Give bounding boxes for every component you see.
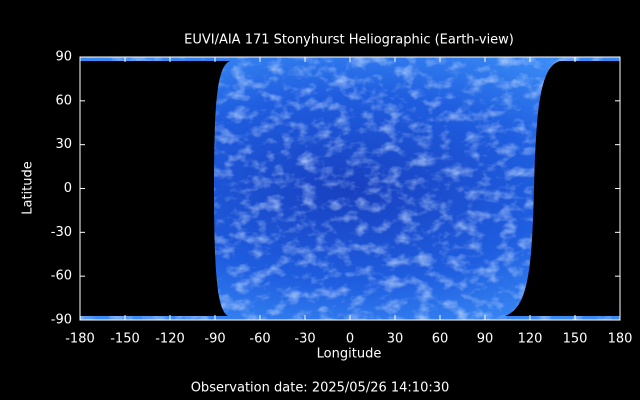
x-tick-label: -120 [155, 332, 185, 347]
x-tick-label: 120 [518, 332, 543, 347]
x-tick-label: -30 [294, 332, 315, 347]
x-tick-label: 0 [346, 332, 354, 347]
y-tick-label: 60 [55, 93, 72, 108]
footer: Observation date: 2025/05/26 14:10:30 [191, 381, 450, 396]
y-tick-label: -30 [51, 225, 72, 240]
x-tick-label: -90 [204, 332, 225, 347]
x-tick-label: -150 [110, 332, 140, 347]
x-tick-label: 60 [432, 332, 449, 347]
y-tick-label: -90 [51, 313, 72, 328]
x-tick-label: 180 [608, 332, 633, 347]
x-tick-label: 90 [477, 332, 494, 347]
x-tick-label: -60 [249, 332, 270, 347]
x-tick-label: 30 [387, 332, 404, 347]
x-axis-label: Longitude [317, 347, 382, 362]
y-tick-label: 30 [55, 137, 72, 152]
x-tick-label: -180 [65, 332, 95, 347]
chart-title: EUVI/AIA 171 Stonyhurst Heliographic (Ea… [184, 33, 514, 48]
y-axis-label: Latitude [21, 161, 36, 215]
y-tick-label: 0 [64, 181, 72, 196]
y-tick-label: 90 [55, 50, 72, 65]
x-tick-label: 150 [563, 332, 588, 347]
y-tick-label: -60 [51, 269, 72, 284]
